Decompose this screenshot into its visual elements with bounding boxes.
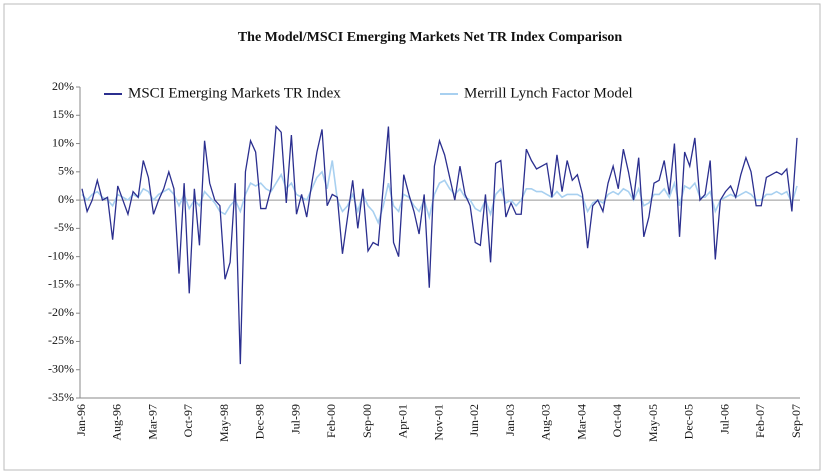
x-tick-label: Oct-04: [610, 404, 624, 437]
x-tick-label: Jun-02: [467, 404, 481, 437]
y-tick-label: -10%: [48, 248, 74, 262]
y-tick-label: 15%: [52, 107, 74, 121]
y-tick-label: 20%: [52, 79, 74, 93]
x-tick-label: Jul-06: [717, 404, 731, 434]
y-tick-label: 5%: [58, 164, 74, 178]
x-tick-label: Feb-07: [753, 404, 767, 438]
y-tick-label: -25%: [48, 333, 74, 347]
x-tick-label: Aug-03: [539, 404, 553, 441]
x-tick-label: Nov-01: [431, 404, 445, 441]
x-tick-label: Dec-05: [682, 404, 696, 439]
y-tick-label: -35%: [48, 390, 74, 404]
x-tick-label: Jan-96: [74, 404, 88, 436]
series-line: [81, 125, 798, 365]
legend-label: Merrill Lynch Factor Model: [464, 85, 633, 101]
x-tick-label: Apr-01: [396, 404, 410, 438]
chart-title: The Model/MSCI Emerging Markets Net TR I…: [238, 30, 623, 45]
x-tick-label: May-98: [217, 404, 231, 442]
y-tick-label: -30%: [48, 361, 74, 375]
x-tick-label: Sep-07: [789, 404, 803, 438]
chart-border: [3, 3, 821, 471]
x-tick-label: Aug-96: [110, 404, 124, 441]
x-tick-label: May-05: [646, 404, 660, 442]
x-tick-label: Dec-98: [253, 404, 267, 439]
x-tick-label: Oct-97: [181, 404, 195, 437]
y-tick-label: -5%: [54, 220, 74, 234]
legend-label: MSCI Emerging Markets TR Index: [128, 85, 341, 101]
y-tick-label: -15%: [48, 277, 74, 291]
x-tick-label: Sep-00: [360, 404, 374, 438]
x-tick-label: Mar-97: [145, 404, 159, 440]
x-tick-label: Mar-04: [574, 404, 588, 440]
y-tick-label: 0%: [58, 192, 74, 206]
x-tick-label: Jan-03: [503, 404, 517, 436]
x-tick-label: Jul-99: [288, 404, 302, 434]
y-tick-label: 10%: [52, 135, 74, 149]
y-tick-label: -20%: [48, 305, 74, 319]
x-tick-label: Feb-00: [324, 404, 338, 438]
